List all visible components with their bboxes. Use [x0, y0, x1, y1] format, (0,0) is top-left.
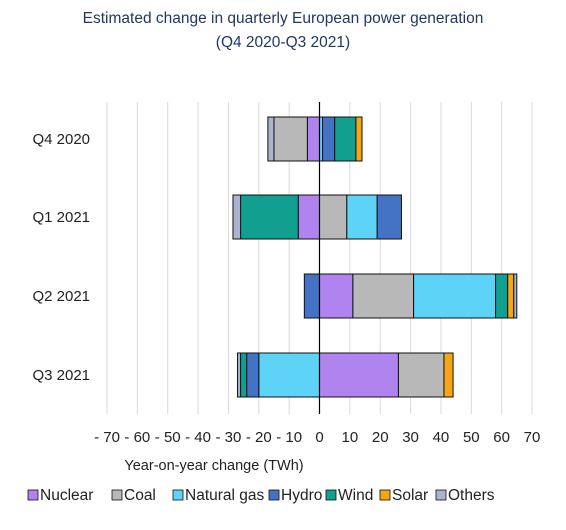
x-tick-label: 50 [463, 429, 480, 446]
legend-label: Solar [392, 487, 428, 504]
bar-segment [319, 273, 354, 319]
legend-label: Wind [338, 487, 373, 504]
x-tick-label: 70 [524, 429, 541, 446]
legend-label: Nuclear [40, 487, 93, 504]
x-tick-label: - 50 [155, 429, 181, 446]
x-tick-label: 40 [433, 429, 450, 446]
bar-segment [246, 352, 260, 398]
legend-swatch [435, 489, 447, 501]
bar-segment [232, 194, 242, 240]
x-tick-label: 20 [372, 429, 389, 446]
category-label: Q3 2021 [32, 367, 90, 384]
bar-segment [240, 194, 299, 240]
bar-segment [334, 116, 357, 162]
x-tick-label: 60 [493, 429, 510, 446]
chart-title: Estimated change in quarterly European p… [82, 10, 484, 27]
x-tick-label: 0 [315, 429, 323, 446]
bar-segment [240, 352, 248, 398]
legend-swatch [268, 489, 280, 501]
category-label: Q1 2021 [32, 209, 90, 226]
x-axis-title: Year-on-year change (TWh) [124, 458, 303, 474]
legend-label: Coal [124, 487, 156, 504]
bar-segment [495, 273, 509, 319]
legend-swatch [379, 489, 391, 501]
legend-swatch [27, 489, 39, 501]
bar-segment [258, 352, 320, 398]
bar-segment [376, 194, 402, 240]
x-tick-label: 10 [342, 429, 359, 446]
x-tick-label: - 10 [276, 429, 302, 446]
bar-segment [397, 352, 445, 398]
bar-segment [273, 116, 308, 162]
bar-segment [237, 352, 242, 398]
bar-segment [443, 352, 454, 398]
bar-segment [513, 273, 518, 319]
x-tick-label: 30 [402, 429, 419, 446]
legend-label: Hydro [281, 487, 322, 504]
legend-swatch [172, 489, 184, 501]
bar-segment [355, 116, 363, 162]
bar-segment [346, 194, 378, 240]
bar-segment [507, 273, 515, 319]
x-tick-label: - 40 [185, 429, 211, 446]
chart-subtitle: (Q4 2020-Q3 2021) [215, 34, 351, 51]
x-tick-label: - 60 [124, 429, 150, 446]
bar-segment [322, 116, 336, 162]
bar-segment [303, 273, 321, 319]
bar-segment [413, 273, 497, 319]
legend-swatch [325, 489, 337, 501]
category-label: Q4 2020 [32, 131, 90, 148]
bar-segment [319, 194, 348, 240]
x-tick-label: - 30 [215, 429, 241, 446]
category-label: Q2 2021 [32, 288, 90, 305]
x-tick-label: - 20 [246, 429, 272, 446]
bar-segment [267, 116, 275, 162]
bar-segment [297, 194, 320, 240]
bar-segment [319, 352, 399, 398]
x-tick-label: - 70 [94, 429, 120, 446]
bar-segment [306, 116, 321, 162]
legend-label: Others [448, 487, 495, 504]
bar-segment [352, 273, 415, 319]
legend-label: Natural gas [185, 487, 265, 504]
legend-swatch [111, 489, 123, 501]
